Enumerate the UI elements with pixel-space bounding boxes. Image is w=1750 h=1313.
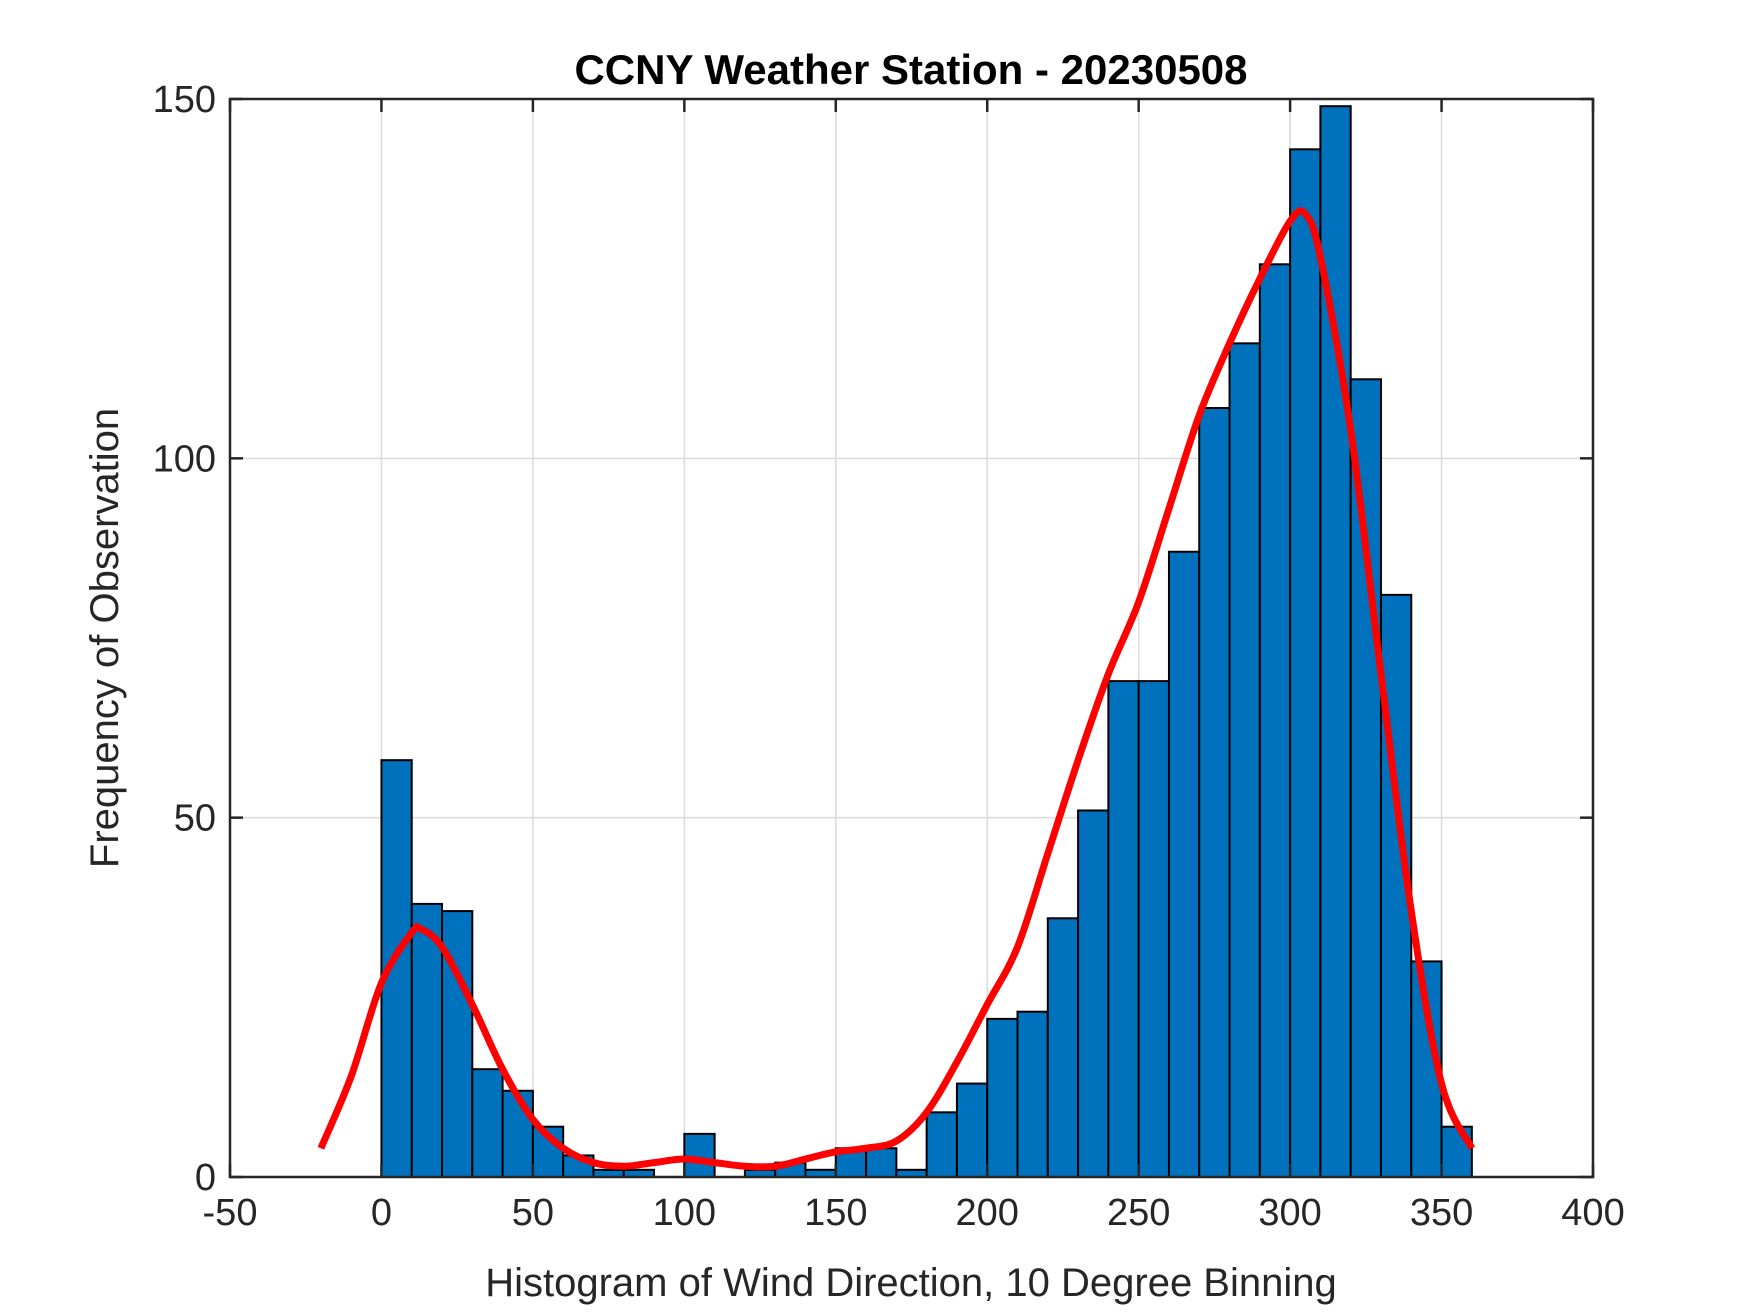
y-tick-label: 0 xyxy=(195,1157,216,1199)
histogram-bar xyxy=(1198,407,1231,1178)
x-tick-labels: -50 0 50 100 150 200 250 300 350 400 xyxy=(203,1192,1625,1234)
histogram-bar xyxy=(683,1132,716,1179)
y-axis-label: Frequency of Observation xyxy=(83,408,127,868)
histogram-bar xyxy=(1258,263,1292,1178)
x-tick-label: 0 xyxy=(371,1192,392,1234)
histogram-bar xyxy=(925,1111,958,1178)
density-curve xyxy=(317,207,1476,1171)
histogram-bar xyxy=(1167,550,1201,1178)
histogram-bar xyxy=(1137,680,1170,1178)
histogram-bar xyxy=(471,1068,504,1178)
x-tick-label: -50 xyxy=(203,1192,258,1234)
histogram-bar xyxy=(1289,148,1322,1179)
histogram-bar xyxy=(865,1147,898,1178)
x-tick-label: 150 xyxy=(804,1192,867,1234)
x-tick-label: 200 xyxy=(956,1192,1019,1234)
x-tick-label: 400 xyxy=(1561,1192,1624,1234)
y-tick-label: 50 xyxy=(174,798,216,840)
histogram-bar xyxy=(986,1017,1019,1178)
x-axis-label: Histogram of Wind Direction, 10 Degree B… xyxy=(485,1261,1337,1305)
histogram-bar xyxy=(1349,378,1382,1178)
density-curve-line xyxy=(317,207,1476,1171)
x-tick-label: 100 xyxy=(653,1192,716,1234)
histogram-bar xyxy=(1046,917,1080,1179)
plot-area-border xyxy=(228,97,1595,1179)
histogram-bar xyxy=(955,1082,989,1179)
y-tick-label: 150 xyxy=(153,79,216,121)
x-tick-label: 250 xyxy=(1107,1192,1170,1234)
histogram-bar xyxy=(1077,809,1110,1178)
histogram-bar xyxy=(1107,680,1140,1178)
axis-ticks xyxy=(228,97,1595,1179)
histogram-bar xyxy=(501,1089,534,1179)
y-tick-labels: 0 50 100 150 xyxy=(153,79,216,1199)
histogram-bar xyxy=(1228,342,1261,1178)
histogram-bar xyxy=(1016,1010,1049,1178)
y-tick-label: 100 xyxy=(153,438,216,480)
x-tick-label: 50 xyxy=(512,1192,554,1234)
x-tick-label: 350 xyxy=(1410,1192,1473,1234)
histogram-bars xyxy=(380,105,1473,1179)
x-tick-label: 300 xyxy=(1258,1192,1321,1234)
chart-title: CCNY Weather Station - 20230508 xyxy=(574,46,1247,93)
